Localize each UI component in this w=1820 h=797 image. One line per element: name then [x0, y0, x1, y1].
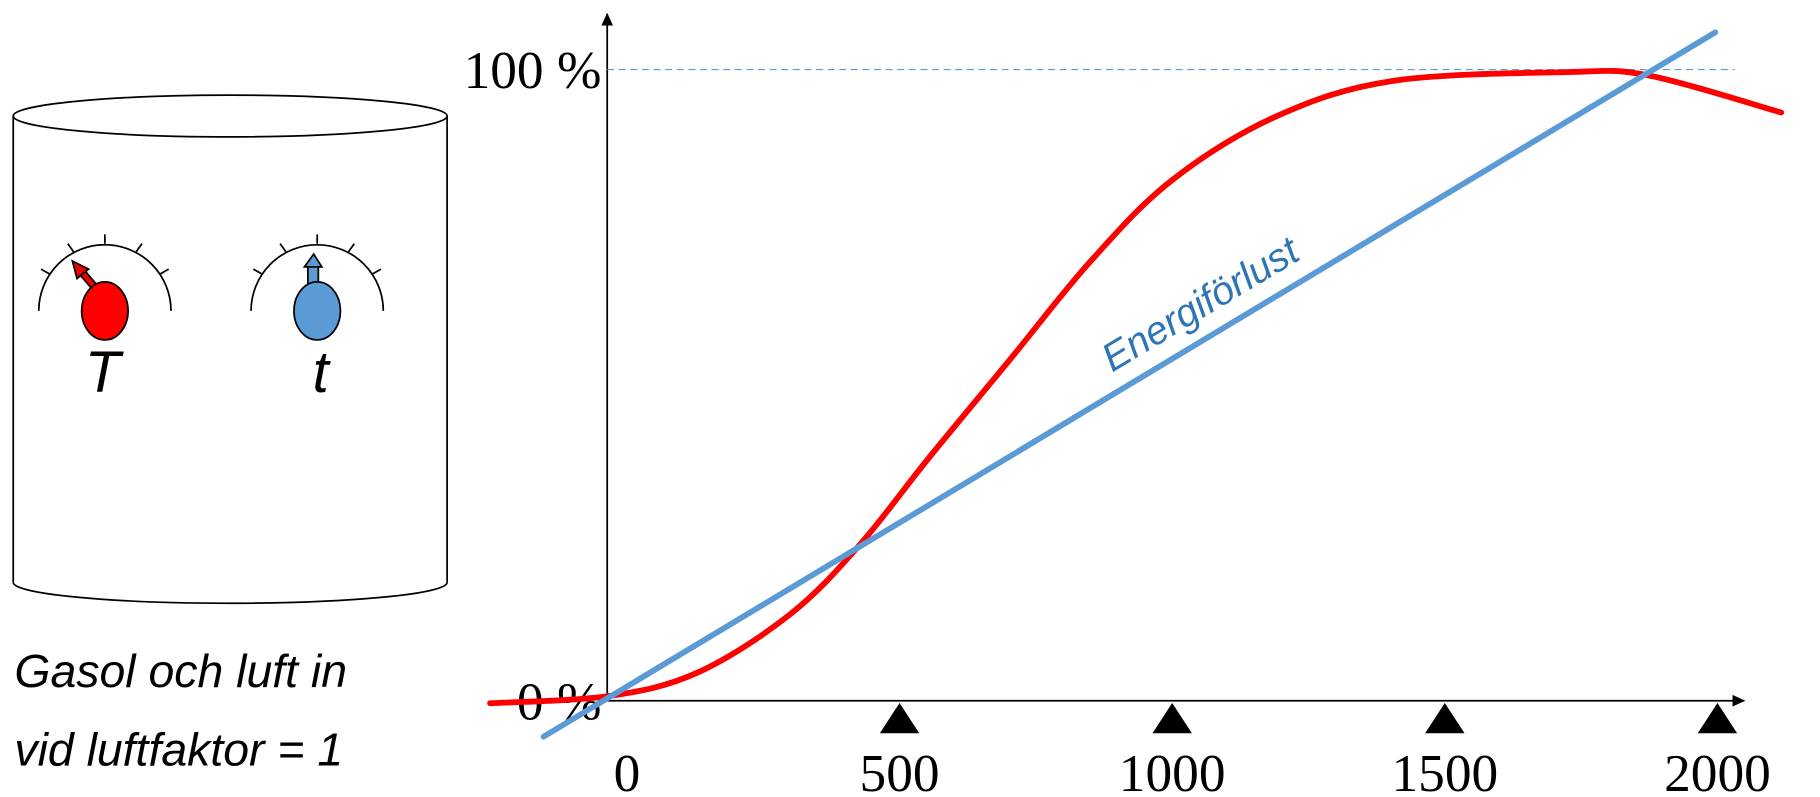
caption: Gasol och luft in	[14, 645, 347, 697]
x-tick	[1425, 703, 1465, 734]
gauge-label: t	[313, 340, 332, 405]
x-tick	[879, 703, 920, 734]
x-tick	[1152, 703, 1192, 734]
x-tick	[1697, 703, 1738, 734]
x-tick-label: 1500	[1391, 743, 1498, 797]
x-tick-label: 500	[860, 743, 940, 797]
gauge-blue	[250, 234, 385, 341]
series-line	[540, 29, 1719, 740]
series-line	[487, 67, 1785, 707]
caption: vid luftfaktor = 1	[14, 724, 343, 776]
annotation: Energiförlust	[1094, 227, 1308, 380]
gauge-label: T	[85, 340, 124, 405]
x-tick-label: 1000	[1119, 743, 1226, 797]
x-tick-label: 0	[614, 743, 641, 797]
gauge-red	[37, 234, 172, 341]
x-tick-label: 2000	[1664, 743, 1771, 797]
tank	[12, 94, 448, 605]
y-tick-label: 100 %	[464, 40, 602, 100]
